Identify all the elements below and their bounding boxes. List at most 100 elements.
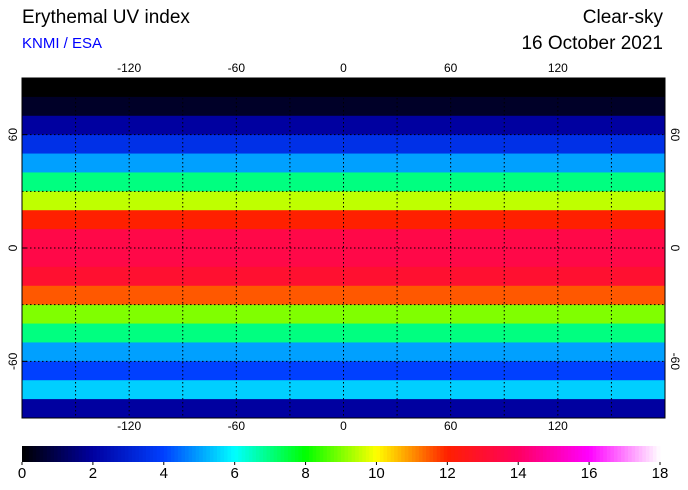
colorbar-cell [550,446,555,462]
colorbar-cell [589,446,594,462]
uv-band [22,191,665,211]
colorbar-cell [585,446,590,462]
colorbar-cell [22,446,27,462]
x-tick-label: 60 [444,419,458,433]
colorbar-cell [110,446,115,462]
colorbar-cell [631,446,636,462]
colorbar-cell [656,446,661,462]
colorbar-cell [199,446,204,462]
colorbar-cell [479,446,484,462]
colorbar-cell [188,446,193,462]
colorbar-cell [231,446,236,462]
colorbar-cell [617,446,622,462]
colorbar-tick-label: 16 [581,465,598,482]
colorbar-cell [216,446,222,462]
colorbar-cell [624,446,629,462]
colorbar-cell [613,446,619,462]
colorbar-tick-label: 2 [89,465,97,482]
colorbar-cell [397,446,402,462]
colorbar-cell [496,446,502,462]
colorbar-cell [557,446,562,462]
source: KNMI / ESA [22,35,102,52]
colorbar-cell [177,446,183,462]
x-tick-label: -120 [117,419,141,433]
colorbar-cell [238,446,243,462]
x-tick-label: 60 [444,61,458,75]
colorbar-tick-label: 12 [439,465,456,482]
colorbar-cell [635,446,640,462]
colorbar-cell [128,446,133,462]
colorbar-cell [39,446,44,462]
colorbar-cell [543,446,548,462]
colorbar-cell [273,446,278,462]
colorbar-cell [163,446,168,462]
colorbar-cell [181,446,186,462]
colorbar-cell [372,446,378,462]
uv-band [22,399,665,419]
uv-band [22,134,665,155]
colorbar-cell [514,446,519,462]
colorbar-cell [596,446,601,462]
colorbar-cell [606,446,611,462]
colorbar-cell [365,446,370,462]
colorbar-cell [153,446,158,462]
colorbar-cell [227,446,232,462]
colorbar-cell [521,446,526,462]
colorbar-cell [213,446,218,462]
colorbar-cell [266,446,271,462]
colorbar-cell [75,446,80,462]
colorbar-cell [330,446,335,462]
colorbar-cell [259,446,264,462]
colorbar-cell [29,446,34,462]
uv-band [22,266,665,287]
x-tick-label: 0 [340,61,347,75]
colorbar-cell [302,446,307,462]
colorbar-cell [546,446,551,462]
colorbar-tick-label: 0 [18,465,26,482]
colorbar-cell [642,446,647,462]
colorbar-cell [78,446,83,462]
x-tick-label: 120 [548,61,568,75]
colorbar-cell [525,446,530,462]
colorbar-cell [500,446,505,462]
colorbar-cell [603,446,608,462]
colorbar-cell [518,446,523,462]
colorbar-cell [535,446,541,462]
colorbar-cell [571,446,576,462]
colorbar-cell [621,446,626,462]
colorbar-cell [96,446,101,462]
colorbar-cell [337,446,342,462]
colorbar-cell [25,446,30,462]
colorbar-cell [649,446,654,462]
colorbar-cell [578,446,583,462]
colorbar-cell [348,446,353,462]
colorbar-cell [376,446,381,462]
colorbar-cell [114,446,119,462]
colorbar-cell [426,446,431,462]
colorbar-cell [138,446,144,462]
colorbar-cell [472,446,477,462]
colorbar-tick-label: 8 [301,465,309,482]
colorbar-cell [457,446,463,462]
colorbar-cell [92,446,98,462]
colorbar-cell [528,446,533,462]
colorbar-cell [539,446,544,462]
colorbar-cell [170,446,176,462]
colorbar-cell [422,446,427,462]
colorbar-cell [291,446,296,462]
colorbar-cell [305,446,310,462]
colorbar-cell [592,446,597,462]
colorbar-cell [341,446,346,462]
colorbar-cell [57,446,62,462]
colorbar-cell [401,446,406,462]
colorbar-cell [294,446,300,462]
colorbar-cell [50,446,55,462]
colorbar-cell [287,446,292,462]
colorbar-cell [567,446,572,462]
x-tick-label: 120 [548,419,568,433]
colorbar-cell [415,446,420,462]
colorbar-tick-label: 14 [510,465,527,482]
colorbar-cell [468,446,473,462]
colorbar-cell [68,446,73,462]
